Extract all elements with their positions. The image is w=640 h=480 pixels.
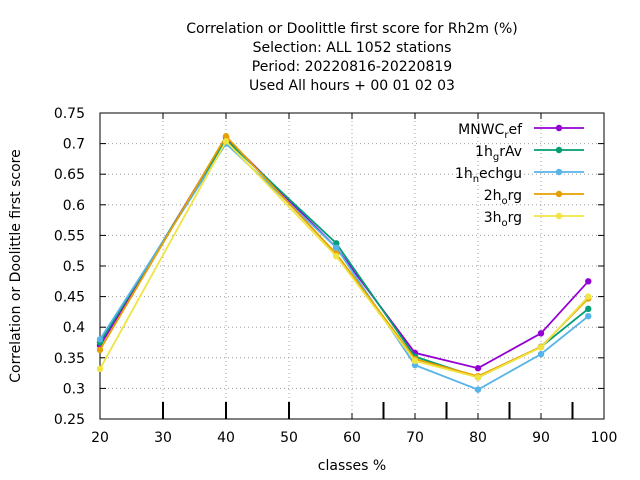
legend-label: MNWCref	[458, 122, 523, 141]
legend-item: 1hnechgu	[455, 166, 584, 185]
data-point	[411, 357, 419, 365]
legend-swatch-point	[555, 168, 563, 176]
data-point	[537, 350, 545, 358]
data-point	[96, 365, 104, 373]
data-point	[537, 330, 545, 337]
y-tick-label: 0.35	[54, 351, 85, 367]
x-tick-label: 80	[469, 430, 487, 446]
legend: MNWCref 1hgrAv 1hnechgu 2horg 3horg	[455, 122, 584, 229]
title-line: Selection: ALL 1052 stations	[253, 40, 452, 56]
data-point	[96, 346, 104, 354]
legend-item: MNWCref	[458, 122, 584, 141]
y-tick-label: 0.5	[63, 259, 85, 275]
data-point	[585, 305, 592, 313]
legend-swatch-point	[555, 146, 563, 154]
x-tick-label: 30	[154, 430, 172, 446]
legend-label: 1hnechgu	[455, 166, 522, 185]
data-point	[96, 336, 104, 343]
x-tick-label: 20	[91, 430, 109, 446]
y-tick-label: 0.25	[54, 412, 85, 428]
class-marks	[162, 402, 574, 419]
legend-swatch-point	[555, 212, 563, 220]
y-tick-label: 0.75	[54, 106, 85, 122]
title-line: Used All hours + 00 01 02 03	[249, 78, 455, 94]
y-tick-label: 0.45	[54, 290, 85, 306]
axis-ticks: 20 30 40 50 60 70 80 90 100 0.25 0.3 0.35 0.4 0.45 0.5…	[54, 106, 618, 446]
legend-swatch-point	[555, 190, 563, 198]
data-point	[222, 133, 230, 140]
series-3h_org	[96, 137, 592, 381]
legend-label: 2horg	[484, 188, 522, 207]
y-axis-label: Correlation or Doolittle first score	[8, 149, 24, 382]
data-point	[333, 253, 340, 260]
data-point	[474, 386, 482, 393]
chart-title: Correlation or Doolittle first score for…	[186, 21, 517, 94]
series	[96, 133, 592, 393]
legend-item: 1hgrAv	[475, 144, 584, 163]
data-point	[585, 278, 592, 285]
x-axis-label: classes %	[318, 458, 386, 474]
legend-label: 1hgrAv	[475, 144, 522, 163]
y-tick-label: 0.6	[63, 198, 85, 214]
data-point	[222, 137, 230, 145]
data-point	[474, 365, 482, 372]
data-point	[333, 244, 340, 251]
y-tick-label: 0.4	[63, 320, 85, 336]
data-point	[585, 312, 592, 320]
legend-label: 3horg	[484, 210, 522, 229]
y-tick-label: 0.3	[63, 381, 85, 397]
data-point	[585, 293, 592, 300]
y-tick-label: 0.65	[54, 167, 85, 183]
legend-item: 3horg	[484, 210, 584, 229]
x-tick-label: 100	[591, 430, 618, 446]
y-tick-label: 0.55	[54, 228, 85, 244]
legend-item: 2horg	[484, 188, 584, 207]
x-tick-label: 50	[280, 430, 298, 446]
x-tick-label: 40	[217, 430, 235, 446]
title-line: Correlation or Doolittle first score for…	[186, 21, 517, 37]
legend-swatch-point	[555, 124, 563, 132]
title-line: Period: 20220816-20220819	[252, 59, 452, 75]
x-tick-label: 90	[532, 430, 550, 446]
y-tick-label: 0.7	[63, 137, 85, 153]
data-point	[537, 344, 545, 351]
x-tick-label: 70	[406, 430, 424, 446]
data-point	[474, 374, 482, 381]
x-tick-label: 60	[343, 430, 361, 446]
